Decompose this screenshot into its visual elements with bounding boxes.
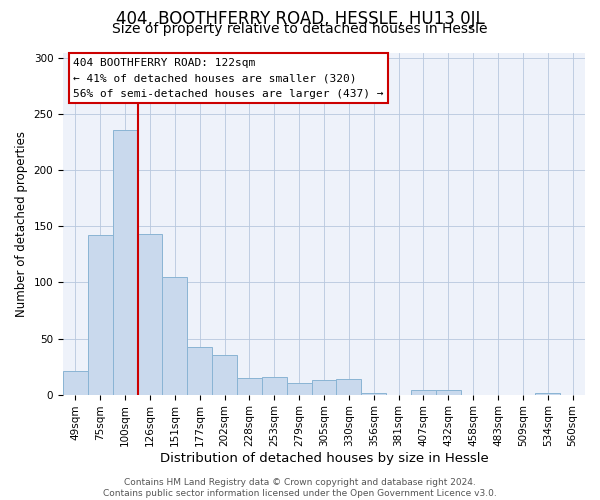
- Bar: [113, 130, 137, 394]
- Text: 404, BOOTHFERRY ROAD, HESSLE, HU13 0JL: 404, BOOTHFERRY ROAD, HESSLE, HU13 0JL: [116, 10, 484, 28]
- X-axis label: Distribution of detached houses by size in Hessle: Distribution of detached houses by size …: [160, 452, 488, 465]
- Bar: [237, 378, 262, 394]
- Bar: [137, 234, 163, 394]
- Bar: [63, 371, 88, 394]
- Bar: [436, 390, 461, 394]
- Y-axis label: Number of detached properties: Number of detached properties: [15, 130, 28, 316]
- Bar: [212, 356, 237, 395]
- Text: Contains HM Land Registry data © Crown copyright and database right 2024.
Contai: Contains HM Land Registry data © Crown c…: [103, 478, 497, 498]
- Text: 404 BOOTHFERRY ROAD: 122sqm
← 41% of detached houses are smaller (320)
56% of se: 404 BOOTHFERRY ROAD: 122sqm ← 41% of det…: [73, 58, 384, 99]
- Bar: [187, 348, 212, 395]
- Text: Size of property relative to detached houses in Hessle: Size of property relative to detached ho…: [112, 22, 488, 36]
- Bar: [88, 236, 113, 394]
- Bar: [337, 379, 361, 394]
- Bar: [287, 384, 311, 394]
- Bar: [262, 376, 287, 394]
- Bar: [163, 277, 187, 394]
- Bar: [411, 390, 436, 394]
- Bar: [311, 380, 337, 394]
